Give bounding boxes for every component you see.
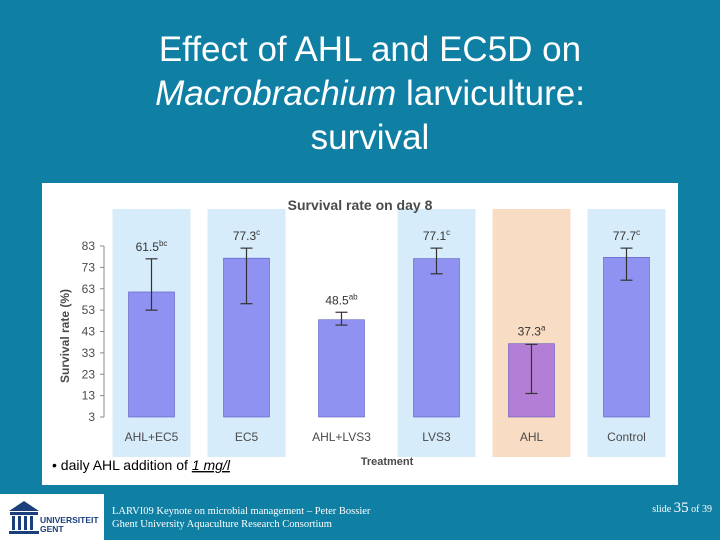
x-tick-label-2: AHL+LVS3 [312, 430, 371, 444]
logo-name-line-2: GENT [40, 524, 64, 534]
title-line-2: Macrobrachium larviculture: [90, 72, 650, 116]
survival-bar-chart: 83 73 63 53 43 33 23 13 3 61.5bc AHL+EC5 77.3c EC5 4… [52, 197, 666, 473]
data-label-3: 77.1c [423, 228, 450, 243]
x-tick-label-5: Control [607, 430, 646, 444]
y-tick-label-6: 23 [82, 367, 96, 381]
note-text: • daily AHL addition of [52, 457, 192, 473]
title-line-3: survival [310, 118, 430, 157]
building-icon [9, 501, 39, 534]
title-line-2-rest: larviculture: [396, 74, 585, 113]
y-tick-label-4: 43 [82, 325, 96, 339]
data-label-4: 37.3a [518, 324, 546, 339]
data-label-5: 77.7c [613, 228, 640, 243]
footer-line-2: Ghent University Aquaculture Research Co… [112, 519, 332, 530]
data-label-0: 61.5bc [136, 239, 168, 254]
footer-bar [0, 492, 720, 540]
note-dose: 1 mg/l [192, 457, 231, 473]
x-tick-label-4: AHL [520, 430, 544, 444]
bar-2 [318, 319, 365, 418]
y-tick-label-3: 53 [82, 303, 96, 317]
logo-wordmark: UNIVERSITEIT GENT [40, 516, 99, 534]
y-tick-label-7: 13 [82, 389, 96, 403]
university-logo: UNIVERSITEIT GENT [0, 494, 104, 540]
title-line-1: Effect of AHL and EC5D on [158, 30, 582, 69]
y-axis-label: Survival rate (%) [58, 289, 72, 383]
bar-3 [413, 258, 460, 418]
x-tick-label-1: EC5 [235, 430, 259, 444]
y-tick-label-5: 33 [82, 346, 96, 360]
footer-line-1: LARVI09 Keynote on microbial management … [112, 506, 371, 517]
slide-number: slide 35 of 39 [652, 500, 712, 517]
data-label-1: 77.3c [233, 228, 260, 243]
y-tick-label-2: 63 [82, 282, 96, 296]
chart-title: Survival rate on day 8 [288, 197, 433, 213]
chart-panel: 83 73 63 53 43 33 23 13 3 61.5bc AHL+EC5 77.3c EC5 4… [42, 183, 678, 485]
slide-current: 35 [673, 500, 689, 516]
chart-note: • daily AHL addition of 1 mg/l [52, 457, 231, 473]
data-label-2: 48.5ab [325, 292, 358, 307]
title-italic-genus: Macrobrachium [155, 74, 397, 113]
footer-text: LARVI09 Keynote on microbial management … [112, 505, 370, 531]
x-tick-label-0: AHL+EC5 [125, 430, 179, 444]
logo-name-line-1: UNIVERSITEIT [40, 515, 99, 525]
bar-5 [603, 257, 650, 418]
slide-title: Effect of AHL and EC5D on Macrobrachium … [90, 28, 650, 160]
y-tick-label-8: 3 [88, 410, 95, 424]
y-tick-label-1: 73 [82, 260, 96, 274]
x-axis-label: Treatment [361, 456, 414, 468]
y-tick-label-0: 83 [82, 239, 96, 253]
slide-suffix: of 39 [688, 504, 712, 515]
slide-prefix: slide [652, 504, 674, 515]
x-tick-label-3: LVS3 [422, 430, 451, 444]
